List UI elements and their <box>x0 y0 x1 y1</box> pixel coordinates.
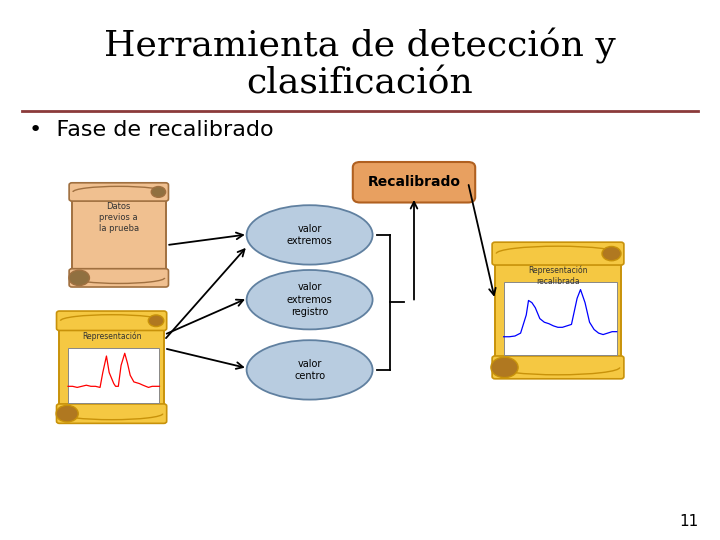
FancyBboxPatch shape <box>68 348 160 403</box>
FancyBboxPatch shape <box>492 242 624 265</box>
FancyBboxPatch shape <box>353 162 475 202</box>
Circle shape <box>151 186 166 197</box>
Text: •  Fase de recalibrado: • Fase de recalibrado <box>29 119 274 140</box>
FancyBboxPatch shape <box>69 183 168 201</box>
Text: Representación: Representación <box>82 331 141 341</box>
Circle shape <box>56 406 78 422</box>
Text: Recalibrado: Recalibrado <box>367 176 461 189</box>
Text: Herramienta de detección y: Herramienta de detección y <box>104 28 616 64</box>
FancyBboxPatch shape <box>57 311 166 330</box>
Circle shape <box>69 270 89 286</box>
FancyBboxPatch shape <box>492 356 624 379</box>
Text: Representación
recalibrada: Representación recalibrada <box>528 266 588 286</box>
Circle shape <box>148 315 163 327</box>
Text: valor
extremos: valor extremos <box>287 224 333 246</box>
Text: 11: 11 <box>679 514 698 529</box>
FancyBboxPatch shape <box>57 404 166 423</box>
Ellipse shape <box>246 270 373 329</box>
Circle shape <box>602 246 621 261</box>
FancyBboxPatch shape <box>495 263 621 358</box>
FancyBboxPatch shape <box>60 328 163 406</box>
Text: clasificación: clasificación <box>247 67 473 100</box>
Circle shape <box>491 357 518 377</box>
FancyBboxPatch shape <box>504 282 617 355</box>
Ellipse shape <box>246 205 373 265</box>
Text: Datos
previos a
la prueba: Datos previos a la prueba <box>99 201 139 233</box>
FancyBboxPatch shape <box>69 269 168 287</box>
Ellipse shape <box>246 340 373 400</box>
Text: valor
extremos
registro: valor extremos registro <box>287 282 333 317</box>
FancyBboxPatch shape <box>72 199 166 271</box>
Text: valor
centro: valor centro <box>294 359 325 381</box>
